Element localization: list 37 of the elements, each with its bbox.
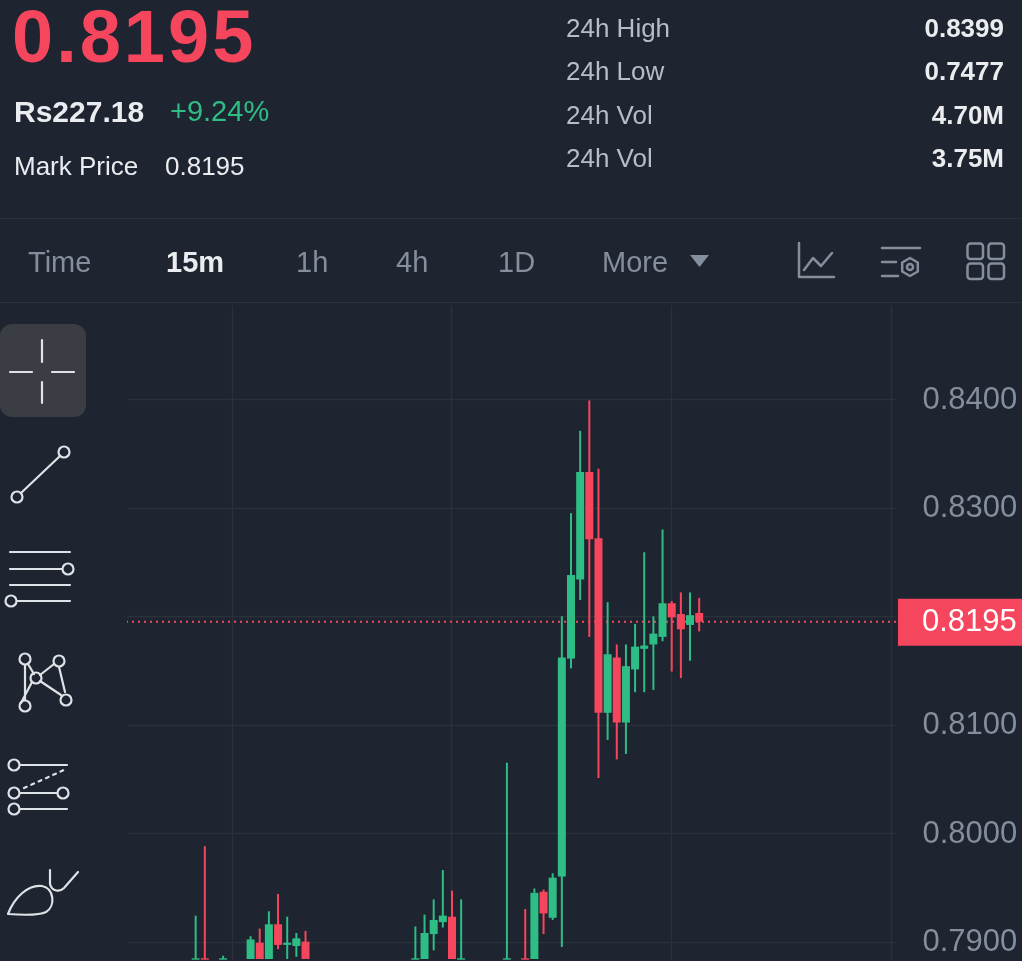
text: Rs227.18 [14, 94, 145, 128]
candlestick [255, 927, 264, 960]
candlestick [200, 845, 209, 960]
text: 24h High [566, 12, 671, 43]
text: 0.8195 [165, 150, 245, 181]
text: 3.75M [931, 142, 1004, 173]
candlestick [539, 888, 548, 936]
ref-line-label: 0.8195 [922, 602, 1017, 638]
candlestick [191, 914, 200, 960]
text: 24h Low [566, 55, 665, 86]
text: Time [28, 246, 92, 279]
y-tick-label: 0.8400 [922, 380, 1018, 416]
candlestick [521, 908, 530, 960]
text: 24h Vol [566, 142, 653, 173]
y-tick-label: 0.7900 [922, 923, 1018, 959]
text: 1h [296, 246, 329, 279]
text: 4h [396, 246, 429, 279]
text: Mark Price [14, 150, 139, 181]
text: 4.70M [931, 99, 1004, 130]
candlestick [457, 898, 466, 960]
y-tick-label: 0.8100 [922, 706, 1018, 742]
candlestick [502, 761, 511, 960]
candlestick [686, 591, 695, 662]
text: 0.7477 [924, 55, 1004, 86]
text: 15m [166, 246, 225, 279]
text: 1D [498, 246, 536, 279]
candlestick [301, 929, 310, 960]
y-tick-label: 0.8300 [922, 489, 1018, 525]
text: More [602, 246, 669, 279]
text: 0.8195 [12, 0, 257, 79]
candlestick [274, 892, 283, 951]
text: 0.8399 [924, 12, 1004, 43]
candlestick [411, 925, 420, 960]
text: +9.24% [170, 95, 270, 128]
text: 24h Vol [566, 99, 653, 130]
candlestick [649, 615, 658, 692]
y-tick-label: 0.8000 [922, 814, 1018, 850]
